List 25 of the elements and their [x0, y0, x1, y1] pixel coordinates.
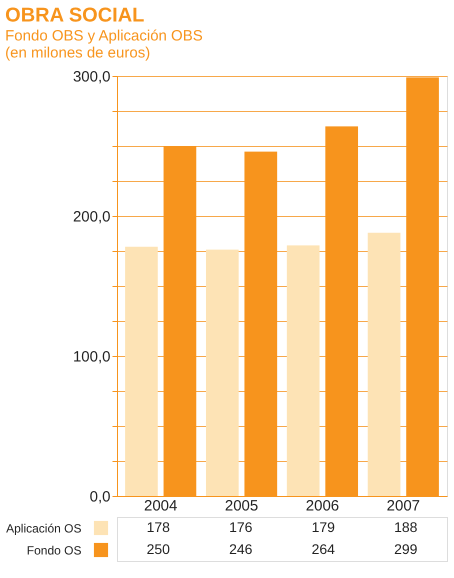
bar — [125, 246, 158, 496]
data-label: 178 — [146, 519, 170, 535]
text: Fondo OBS y Aplicación OBS — [5, 28, 203, 44]
data-label: 246 — [229, 541, 253, 557]
x-tick-label: 2004 — [144, 498, 178, 514]
y-tick-label: 200,0 — [72, 208, 110, 226]
y-tick-label: 0,0 — [90, 488, 110, 506]
x-tick-label: 2007 — [386, 498, 420, 514]
data-label: 176 — [229, 519, 253, 535]
bar — [368, 232, 400, 496]
data-label: 250 — [146, 541, 170, 557]
x-tick-label: 2005 — [224, 498, 258, 514]
bar — [206, 250, 239, 496]
bar — [286, 245, 320, 496]
chart-title: OBRA SOCIAL — [5, 4, 144, 26]
text: (en milones de euros) — [5, 44, 150, 62]
y-tick-label: 100,0 — [72, 348, 110, 366]
data-label: 179 — [312, 519, 336, 535]
legend-label: Fondo OS — [26, 544, 82, 558]
data-label: 264 — [312, 541, 336, 557]
legend-label: Aplicación OS — [6, 522, 82, 536]
x-tick-label: 2006 — [306, 498, 340, 514]
data-label: 299 — [394, 541, 418, 557]
data-label: 188 — [394, 519, 418, 535]
y-tick-label: 300,0 — [72, 68, 110, 86]
